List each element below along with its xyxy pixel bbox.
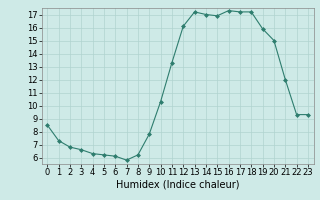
X-axis label: Humidex (Indice chaleur): Humidex (Indice chaleur) [116, 180, 239, 190]
